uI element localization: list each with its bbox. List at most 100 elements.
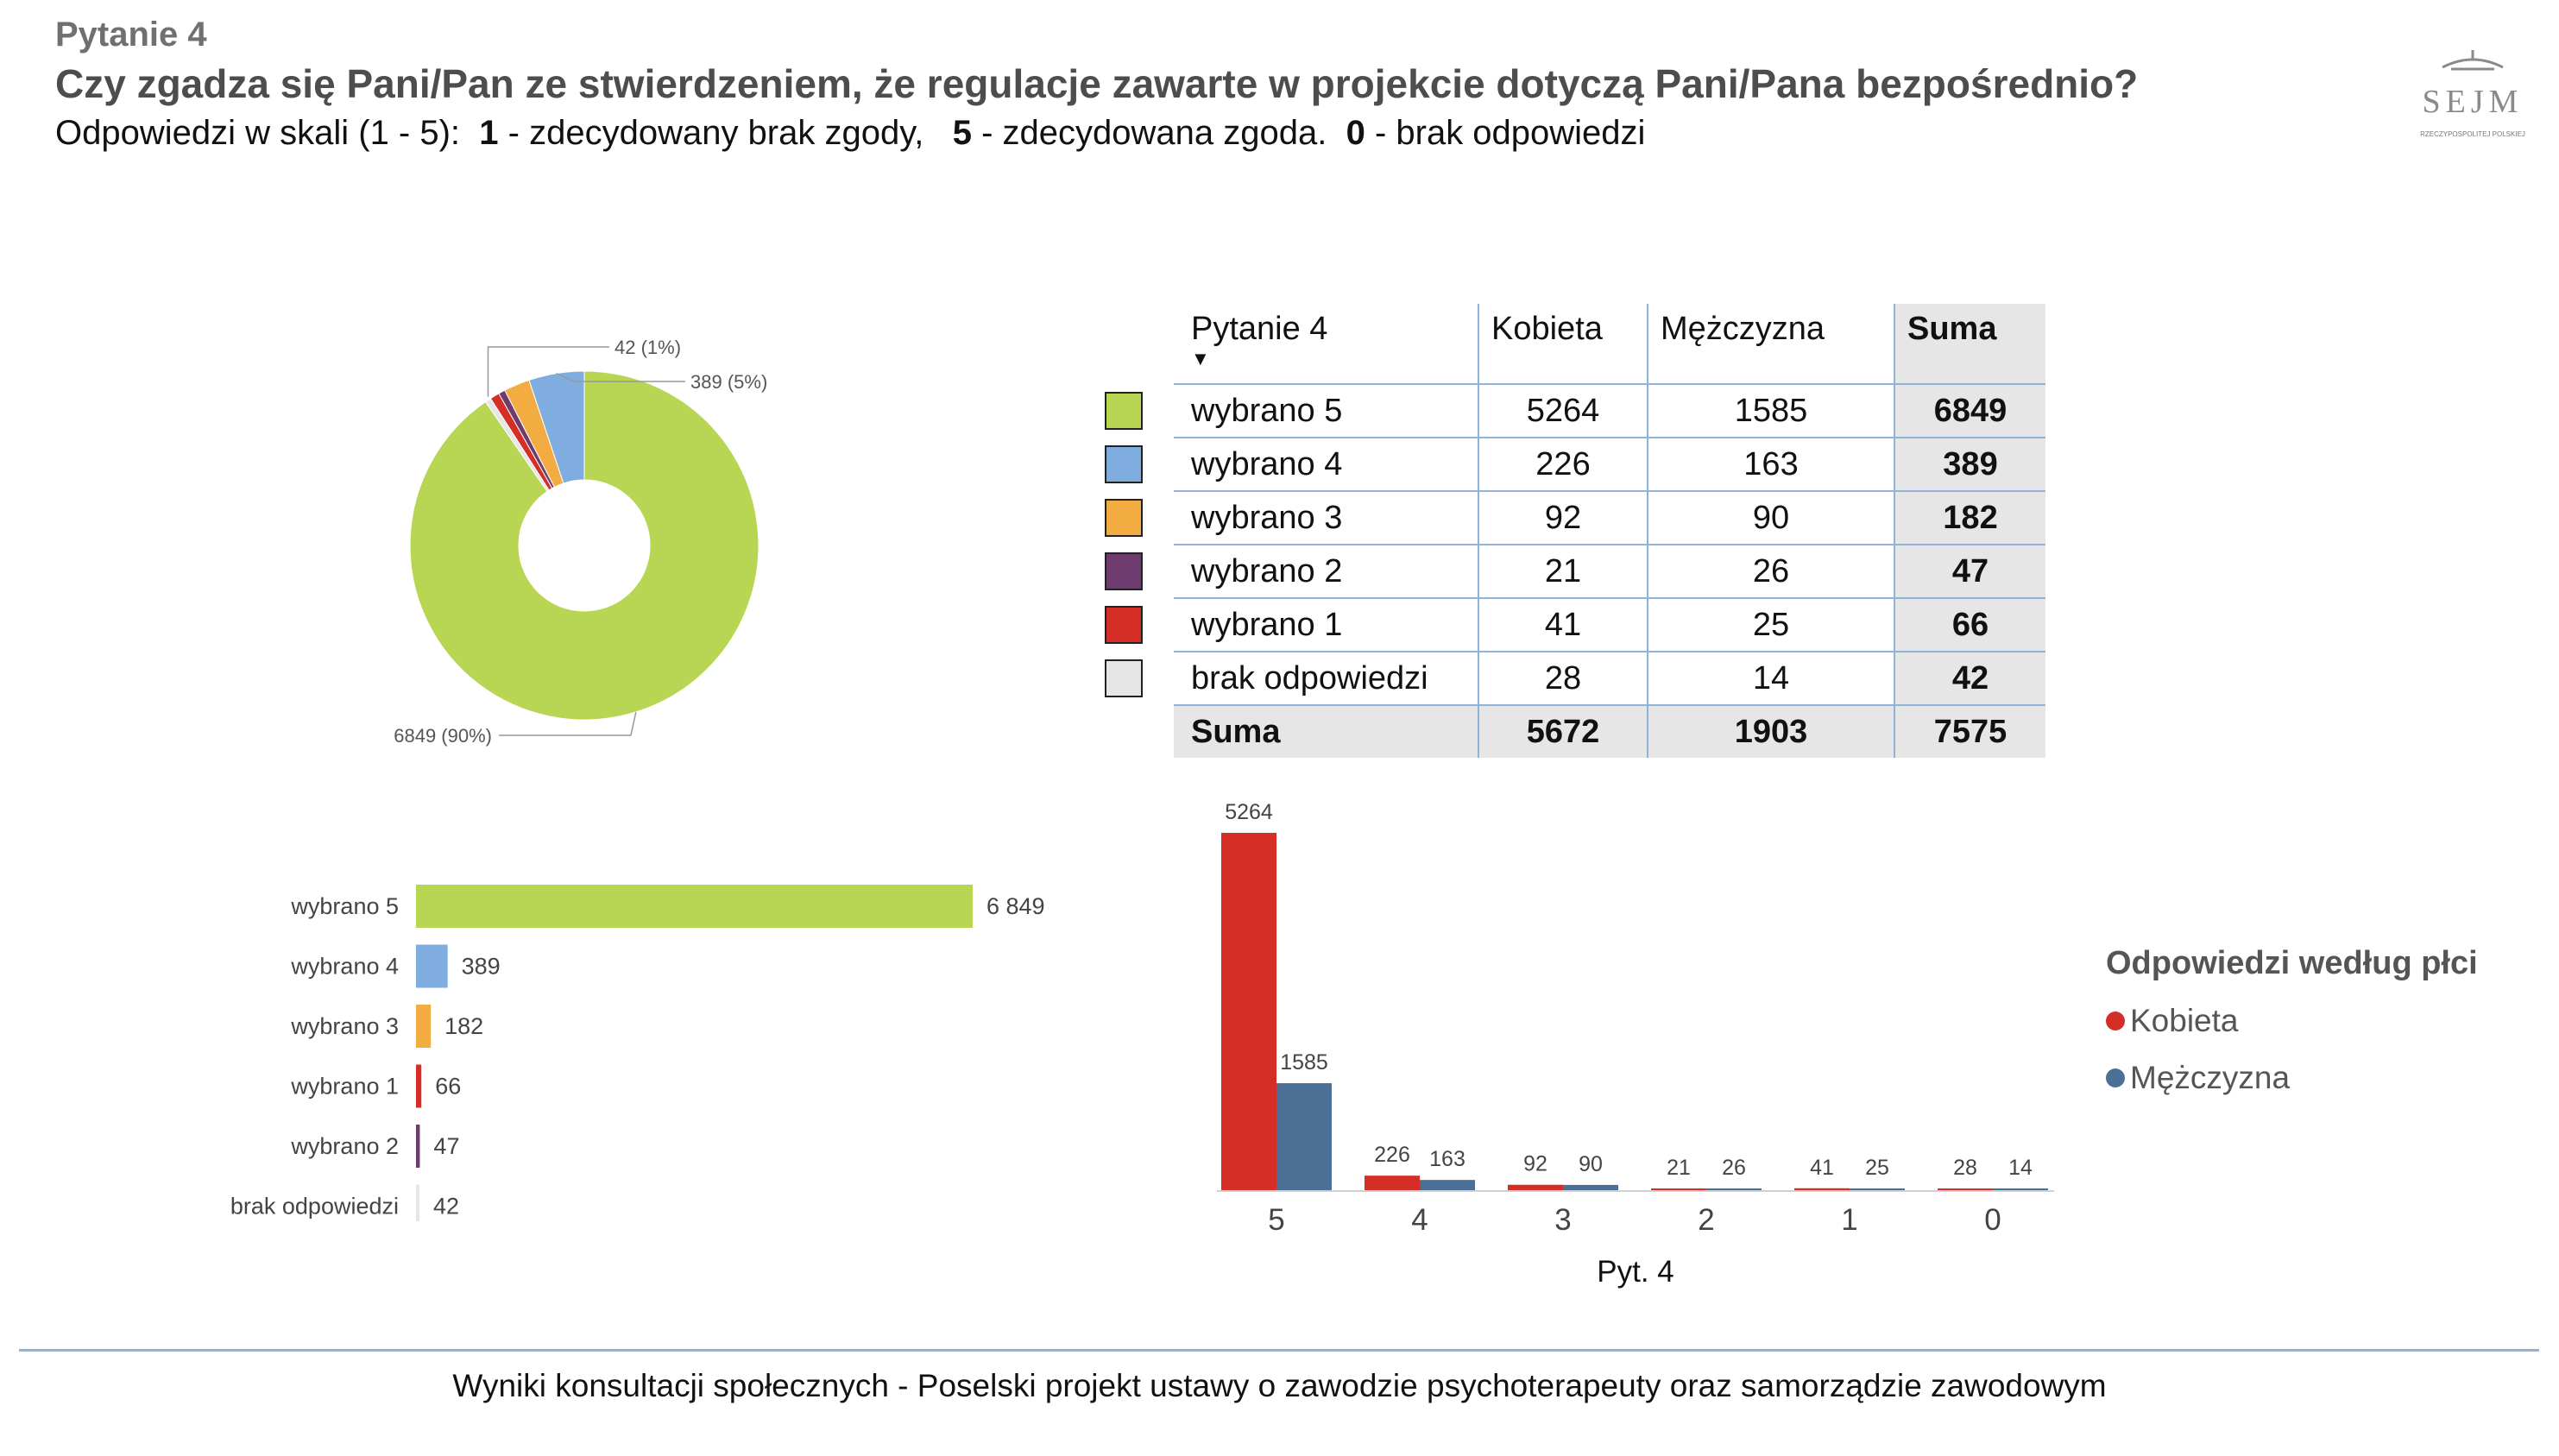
vbar-data-label: 163 bbox=[1429, 1147, 1465, 1171]
pie-slice bbox=[528, 370, 585, 484]
sejm-logo: SEJM RZECZYPOSPOLITEJ POLSKIEJ bbox=[2420, 50, 2525, 138]
vbar-data-label: 5264 bbox=[1225, 800, 1273, 824]
hbar-bar bbox=[416, 1184, 419, 1221]
row-swatch bbox=[1105, 499, 1143, 538]
scale-5-text: - zdecydowana zgoda. bbox=[971, 114, 1327, 152]
table-row: wybrano 5 5264 1585 6849 bbox=[1105, 383, 2045, 438]
row-label: wybrano 4 bbox=[1174, 437, 1478, 491]
question-label: Pytanie 4 bbox=[55, 16, 207, 54]
vbar-bar-mezczyzna bbox=[1993, 1188, 2048, 1191]
hbar-bar bbox=[416, 1125, 420, 1168]
row-swatch bbox=[1105, 606, 1143, 645]
vbar-category-label: 4 bbox=[1411, 1203, 1428, 1237]
hbar-bar bbox=[416, 885, 973, 928]
vbar-data-label: 21 bbox=[1667, 1156, 1691, 1180]
vbar-category-label: 5 bbox=[1268, 1203, 1284, 1237]
table-header-label[interactable]: Pytanie 4 ▼ bbox=[1174, 304, 1478, 384]
row-suma: 42 bbox=[1894, 651, 2045, 705]
row-swatch bbox=[1105, 445, 1143, 484]
hbar-value-label: 6 849 bbox=[986, 893, 1045, 919]
legend-item-kobieta: Kobieta bbox=[2106, 1003, 2478, 1039]
row-kobieta: 28 bbox=[1478, 651, 1648, 705]
row-mezczyzna: 26 bbox=[1647, 544, 1894, 598]
vbar-bar-kobieta bbox=[1651, 1188, 1706, 1191]
row-kobieta: 21 bbox=[1478, 544, 1648, 598]
vbar-data-label: 92 bbox=[1523, 1152, 1547, 1176]
row-mezczyzna: 25 bbox=[1647, 597, 1894, 652]
row-label: brak odpowiedzi bbox=[1174, 651, 1478, 705]
pie-data-label: 6849 (90%) bbox=[394, 725, 492, 747]
vbar-bar-mezczyzna bbox=[1420, 1180, 1475, 1191]
table-row: wybrano 1 41 25 66 bbox=[1105, 597, 2045, 652]
hbar-category-label: wybrano 2 bbox=[290, 1133, 399, 1159]
scale-0-num: 0 bbox=[1346, 114, 1365, 152]
hbar-value-label: 66 bbox=[435, 1074, 461, 1100]
row-label: wybrano 5 bbox=[1174, 383, 1478, 438]
pie-leader-line bbox=[487, 346, 609, 397]
row-mezczyzna: 14 bbox=[1647, 651, 1894, 705]
row-mezczyzna: 1585 bbox=[1647, 383, 1894, 438]
hbar-bar bbox=[416, 1005, 432, 1048]
row-label: wybrano 1 bbox=[1174, 597, 1478, 652]
pie-leader-line bbox=[499, 711, 637, 736]
logo-subtext: RZECZYPOSPOLITEJ POLSKIEJ bbox=[2420, 130, 2525, 138]
sum-mezczyzna: 1903 bbox=[1647, 704, 1894, 758]
vbar-bar-kobieta bbox=[1221, 833, 1276, 1191]
row-swatch bbox=[1105, 552, 1143, 591]
row-suma: 66 bbox=[1894, 597, 2045, 652]
hbar-value-label: 389 bbox=[462, 954, 501, 980]
vbar-data-label: 25 bbox=[1865, 1156, 1889, 1180]
logo-text: SEJM bbox=[2423, 84, 2524, 120]
row-suma: 389 bbox=[1894, 437, 2045, 491]
table-row: wybrano 4 226 163 389 bbox=[1105, 437, 2045, 491]
sum-label: Suma bbox=[1174, 704, 1478, 758]
vbar-bar-kobieta bbox=[1508, 1184, 1563, 1191]
table-header-mezczyzna: Mężczyzna bbox=[1647, 304, 1894, 384]
results-table: Pytanie 4 ▼ Kobieta Mężczyzna Suma wybra… bbox=[1105, 304, 2045, 758]
scale-intro: Odpowiedzi w skali (1 - 5): bbox=[55, 114, 461, 152]
vbar-data-label: 14 bbox=[2008, 1156, 2033, 1180]
vbar-bar-kobieta bbox=[1794, 1188, 1850, 1191]
row-swatch bbox=[1105, 392, 1143, 431]
row-kobieta: 41 bbox=[1478, 597, 1648, 652]
hbar-category-label: wybrano 3 bbox=[290, 1013, 399, 1039]
row-label: wybrano 2 bbox=[1174, 544, 1478, 598]
row-kobieta: 5264 bbox=[1478, 383, 1648, 438]
legend-title: Odpowiedzi według płci bbox=[2106, 945, 2478, 981]
scale-1-text: - zdecydowany brak zgody, bbox=[498, 114, 924, 152]
legend-dot-icon bbox=[2106, 1068, 2125, 1087]
table-header-suma: Suma bbox=[1894, 304, 2045, 384]
legend-item-mezczyzna: Mężczyzna bbox=[2106, 1060, 2478, 1096]
hbar-bar bbox=[416, 1064, 422, 1108]
hbar-category-label: wybrano 5 bbox=[290, 893, 399, 919]
vbar-category-label: 1 bbox=[1841, 1203, 1857, 1237]
vbar-data-label: 1585 bbox=[1280, 1050, 1328, 1075]
row-suma: 6849 bbox=[1894, 383, 2045, 438]
sum-suma: 7575 bbox=[1894, 704, 2045, 758]
scale-5-num: 5 bbox=[952, 114, 972, 152]
vbar-bar-kobieta bbox=[1938, 1188, 1993, 1191]
pie-data-label: 42 (1%) bbox=[615, 337, 681, 358]
scale-1-num: 1 bbox=[479, 114, 499, 152]
sum-kobieta: 5672 bbox=[1478, 704, 1648, 758]
vbar-category-label: 2 bbox=[1698, 1203, 1714, 1237]
footer-text: Wyniki konsultacji społecznych - Poselsk… bbox=[452, 1368, 2107, 1403]
chart-legend: Odpowiedzi według płci Kobieta Mężczyzna bbox=[2106, 945, 2478, 1096]
vbar-category-label: 0 bbox=[1984, 1203, 2001, 1237]
vbar-bar-mezczyzna bbox=[1850, 1188, 1905, 1191]
row-mezczyzna: 90 bbox=[1647, 490, 1894, 545]
vbar-category-label: 3 bbox=[1554, 1203, 1571, 1237]
grouped-bar-chart: 5264 1585 5 226 163 4 92 90 3 21 26 2 41 25 1 28 14 0 Pyt.… bbox=[1217, 800, 2054, 1289]
row-suma: 47 bbox=[1894, 544, 2045, 598]
donut-chart: 6849 (90%) 42 (1%) 389 (5%) bbox=[394, 337, 767, 747]
legend-dot-icon bbox=[2106, 1012, 2125, 1031]
hbar-value-label: 182 bbox=[444, 1013, 483, 1039]
vbar-data-label: 226 bbox=[1374, 1143, 1410, 1167]
row-mezczyzna: 163 bbox=[1647, 437, 1894, 491]
table-header-kobieta: Kobieta bbox=[1478, 304, 1648, 384]
hbar-value-label: 47 bbox=[433, 1133, 459, 1159]
row-swatch bbox=[1105, 659, 1143, 698]
sort-arrow-icon[interactable]: ▼ bbox=[1191, 348, 1210, 369]
hbar-value-label: 42 bbox=[433, 1194, 459, 1220]
vbar-data-label: 90 bbox=[1579, 1152, 1603, 1176]
